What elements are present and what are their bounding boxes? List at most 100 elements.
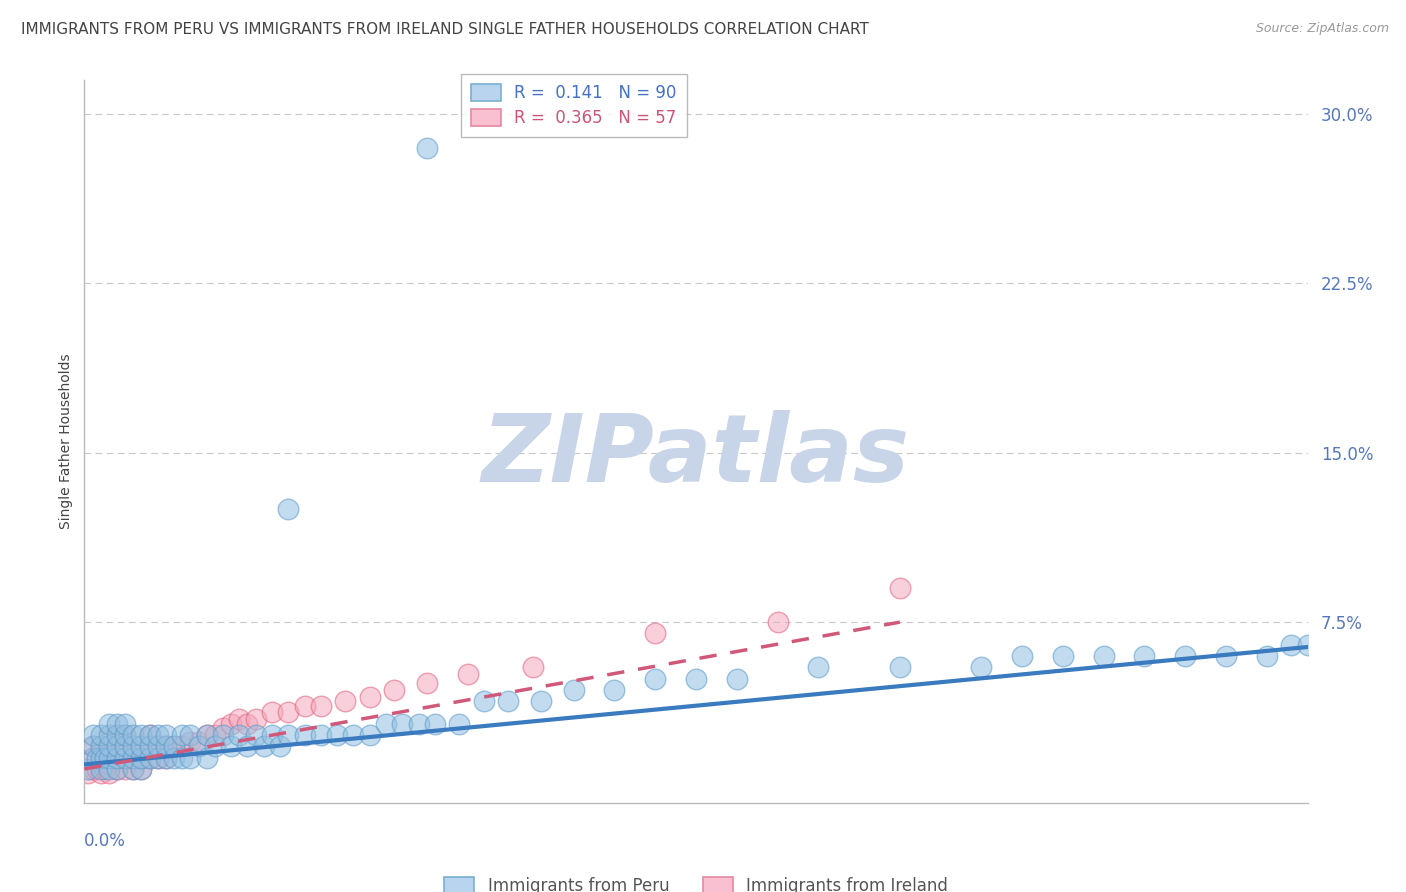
Point [97,716,120,731]
Point [90,750,112,764]
Point [204,739,226,754]
Point [97,744,120,758]
Point [105,716,128,731]
Point [725,672,748,686]
Point [172,739,194,754]
Point [155,739,177,754]
Point [326,728,349,742]
Point [114,728,136,742]
Point [236,716,259,731]
Point [122,739,145,754]
Point [245,712,267,726]
Point [449,716,471,731]
Point [105,762,128,776]
Point [105,762,128,776]
Point [82,750,104,764]
Point [146,728,169,742]
Point [131,750,153,764]
Point [138,739,160,754]
Point [131,739,153,754]
Point [138,739,160,754]
Point [342,728,364,742]
Point [1092,648,1115,663]
Point [889,660,911,674]
Point [204,728,226,742]
Point [603,682,626,697]
Point [122,750,145,764]
Point [97,735,120,749]
Point [457,667,479,681]
Text: 0.0%: 0.0% [84,831,127,850]
Point [122,728,145,742]
Point [97,750,120,764]
Point [97,762,120,776]
Point [1296,638,1319,652]
Point [122,762,145,776]
Point [82,739,104,754]
Point [131,762,153,776]
Point [172,728,194,742]
Point [105,750,128,764]
Point [359,690,381,704]
Point [179,728,201,742]
Point [131,739,153,754]
Point [359,728,381,742]
Point [277,502,299,516]
Point [114,750,136,764]
Point [90,762,112,776]
Point [77,762,100,776]
Point [1215,648,1237,663]
Point [138,728,160,742]
Point [90,728,112,742]
Point [187,735,209,749]
Point [766,615,789,630]
Point [114,750,136,764]
Point [114,728,136,742]
Point [105,750,128,764]
Point [146,739,169,754]
Point [97,757,120,772]
Point [122,762,145,776]
Point [382,682,405,697]
Point [277,728,299,742]
Point [122,739,145,754]
Point [77,766,100,780]
Point [138,750,160,764]
Point [1011,648,1033,663]
Point [260,706,283,720]
Point [530,694,553,708]
Point [138,750,160,764]
Point [131,762,153,776]
Point [236,739,259,754]
Point [155,750,177,764]
Point [522,660,544,674]
Point [163,739,186,754]
Point [86,750,108,764]
Point [155,750,177,764]
Point [146,750,169,764]
Point [269,739,291,754]
Legend: Immigrants from Peru, Immigrants from Ireland: Immigrants from Peru, Immigrants from Ir… [436,869,956,892]
Point [172,750,194,764]
Point [114,739,136,754]
Point [155,739,177,754]
Point [93,762,115,776]
Point [97,739,120,754]
Point [294,728,316,742]
Point [1279,638,1302,652]
Point [163,750,186,764]
Point [114,739,136,754]
Point [498,694,520,708]
Point [82,728,104,742]
Text: Source: ZipAtlas.com: Source: ZipAtlas.com [1256,22,1389,36]
Point [82,762,104,776]
Point [131,750,153,764]
Point [423,716,446,731]
Point [277,706,299,720]
Point [114,762,136,776]
Point [179,735,201,749]
Point [90,744,112,758]
Point [90,739,112,754]
Point [131,728,153,742]
Point [195,750,218,764]
